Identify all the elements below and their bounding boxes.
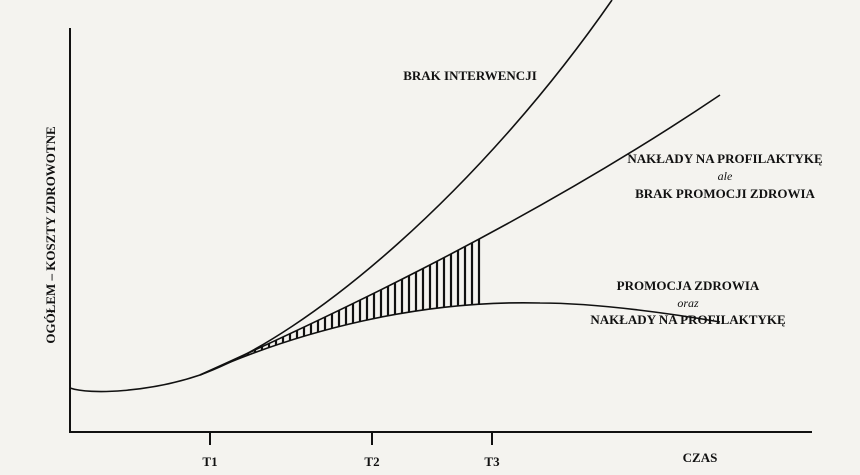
curve-label-connector: oraz bbox=[677, 296, 699, 310]
tick-label: T3 bbox=[484, 454, 500, 469]
promotion-curve bbox=[199, 301, 721, 376]
tick-label: T1 bbox=[202, 454, 217, 469]
curve-label: BRAK INTERWENCJI bbox=[403, 68, 537, 83]
prevention-curve bbox=[199, 94, 721, 376]
y-axis-label: OGÓŁEM – KOSZTY ZDROWOTNE bbox=[43, 126, 58, 343]
curve-label-connector: ale bbox=[718, 169, 733, 183]
curve-label: BRAK PROMOCJI ZDROWIA bbox=[635, 186, 815, 201]
x-axis-label: CZAS bbox=[683, 450, 718, 465]
curve-label: NAKŁADY NA PROFILAKTYKĘ bbox=[627, 151, 822, 166]
common-curve bbox=[69, 374, 201, 393]
hatched-savings bbox=[200, 237, 482, 375]
curve-label: NAKŁADY NA PROFILAKTYKĘ bbox=[590, 312, 785, 327]
tick-label: T2 bbox=[364, 454, 379, 469]
curve-label: PROMOCJA ZDROWIA bbox=[617, 278, 760, 293]
